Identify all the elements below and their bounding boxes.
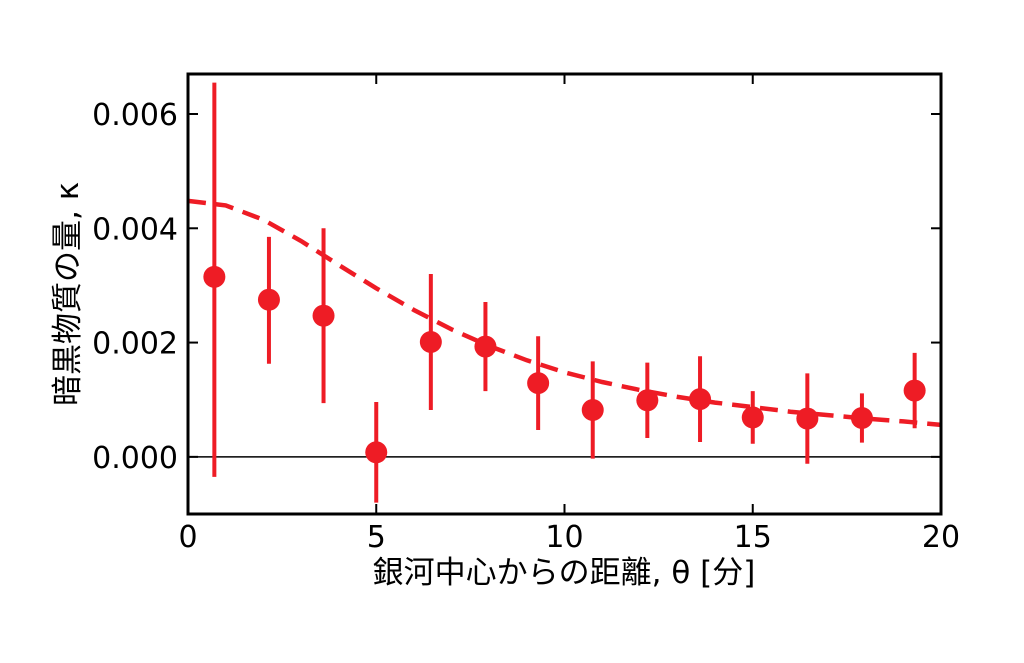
x-tick-label-3: 15 xyxy=(734,520,772,555)
y-tick-label-3: 0.006 xyxy=(92,98,178,133)
x-tick-label-0: 0 xyxy=(178,520,197,555)
y-tick-label-2: 0.004 xyxy=(92,212,178,247)
x-tick-label-2: 10 xyxy=(545,520,583,555)
data-point-13 xyxy=(903,379,926,402)
data-point-1 xyxy=(257,288,280,311)
data-point-7 xyxy=(581,399,604,421)
data-point-10 xyxy=(741,406,764,429)
points-layer xyxy=(203,265,926,464)
data-point-8 xyxy=(636,389,659,412)
data-point-0 xyxy=(203,265,226,288)
data-point-2 xyxy=(312,304,335,327)
fit-layer xyxy=(187,198,942,428)
data-point-5 xyxy=(474,335,497,358)
data-point-6 xyxy=(527,372,550,395)
data-point-9 xyxy=(689,388,712,411)
data-point-12 xyxy=(850,407,873,429)
data-point-11 xyxy=(796,407,819,430)
y-tick-label-0: 0.000 xyxy=(92,441,178,476)
x-tick-label-4: 20 xyxy=(922,520,960,555)
errorbar-layer xyxy=(212,82,917,503)
ticks-layer xyxy=(187,74,942,514)
tick-label-layer: 0 5 10 15 20 0.000 0.002 0.004 0.006 xyxy=(92,98,960,555)
y-tick-label-1: 0.002 xyxy=(92,327,178,362)
fit-curve xyxy=(187,198,942,428)
data-point-4 xyxy=(419,331,442,353)
x-axis-label: 銀河中心からの距離, θ [分] xyxy=(373,555,756,591)
x-tick-label-1: 5 xyxy=(367,520,386,555)
data-point-3 xyxy=(365,441,388,464)
plot-frame xyxy=(186,72,943,516)
y-axis-label: 暗黒物質の量, κ xyxy=(50,182,86,406)
